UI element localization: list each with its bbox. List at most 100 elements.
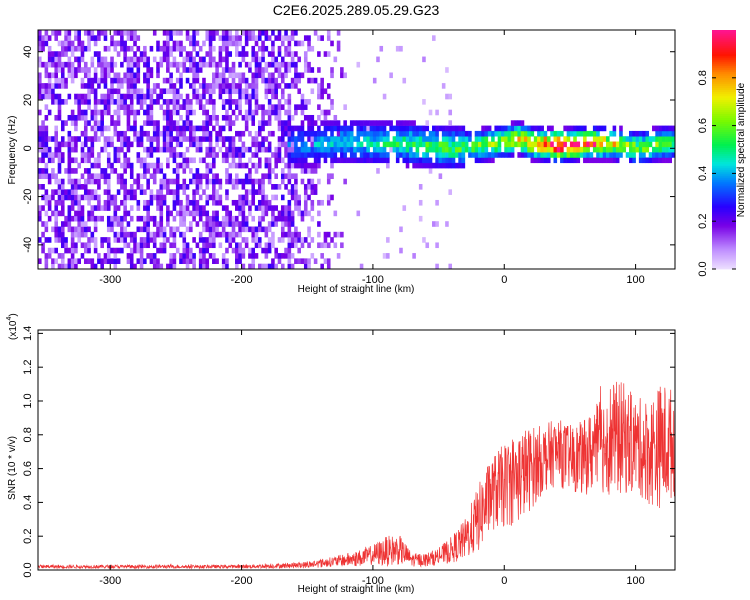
spectrogram-cell — [257, 146, 262, 153]
spectrogram-cell — [143, 215, 147, 222]
spectrogram-cell — [208, 242, 213, 249]
spectrogram-cell — [156, 120, 160, 126]
spectrogram-cell — [110, 215, 114, 222]
spectrogram-cell — [297, 104, 301, 110]
spectrogram-cell — [326, 178, 331, 185]
spectrogram-cell — [87, 77, 91, 84]
spectrogram-cell — [44, 30, 49, 36]
spectrogram-cell — [175, 152, 180, 158]
spectrogram-cell — [47, 237, 52, 243]
spectrogram-cell — [642, 141, 646, 148]
spectrogram-cell — [106, 189, 111, 195]
colorbar-swatch — [712, 153, 736, 156]
spectrogram-cell — [405, 136, 410, 142]
spectrogram-cell — [254, 141, 259, 148]
spectrogram-cell — [244, 221, 249, 227]
spectrogram-cell — [126, 141, 131, 148]
spectrogram-cell — [156, 226, 160, 233]
spectrogram-cell — [658, 141, 663, 148]
spectrogram-y-tick-label: -20 — [22, 189, 34, 205]
spectrogram-cell — [658, 152, 663, 158]
spectrogram-cell — [366, 141, 370, 148]
spectrogram-cell — [156, 205, 160, 211]
spectrogram-cell — [156, 168, 160, 174]
spectrogram-cell — [159, 215, 164, 222]
spectrogram-cell — [126, 109, 131, 116]
spectrogram-cell — [41, 194, 45, 201]
spectrogram-cell — [251, 247, 256, 254]
spectrogram-cell — [93, 40, 98, 47]
spectrogram-cell — [192, 215, 196, 222]
spectrogram-cell — [254, 67, 259, 73]
spectrogram-cell — [208, 114, 213, 121]
spectrogram-cell — [494, 152, 498, 158]
spectrogram-cell — [87, 40, 91, 47]
spectrogram-cell — [228, 104, 233, 110]
spectrogram-cell — [280, 237, 285, 243]
spectrogram-cell — [143, 61, 147, 68]
spectrogram-cell — [54, 99, 58, 105]
spectrogram-cell — [74, 72, 78, 79]
spectrogram-cell — [110, 168, 114, 174]
spectrogram-cell — [149, 258, 154, 264]
spectrogram-cell — [208, 152, 213, 158]
spectrogram-cell — [474, 136, 479, 142]
spectrogram-cell — [202, 221, 206, 227]
spectrogram-cell — [179, 104, 183, 110]
spectrogram-cell — [363, 146, 367, 153]
spectrogram-cell — [228, 72, 233, 79]
spectrogram-cell — [251, 258, 256, 264]
spectrogram-cell — [120, 93, 124, 100]
spectrogram-cell — [267, 88, 272, 95]
spectrogram-cell — [57, 83, 62, 89]
spectrogram-cell — [303, 99, 308, 105]
spectrogram-cell — [133, 120, 137, 126]
spectrogram-cell — [136, 242, 141, 249]
spectrogram-cell — [41, 146, 45, 153]
spectrogram-cell — [70, 178, 75, 185]
spectrogram-cell — [106, 184, 111, 190]
spectrogram-cell — [619, 125, 623, 132]
spectrogram-cell — [212, 109, 216, 116]
spectrogram-cell — [448, 157, 453, 164]
spectrogram-cell — [494, 130, 498, 137]
spectrogram-cell — [212, 221, 216, 227]
spectrogram-cell — [182, 45, 187, 52]
spectrogram-cell — [382, 130, 387, 137]
spectrogram-cell — [208, 168, 213, 174]
spectrogram-cell — [129, 141, 134, 148]
spectrogram-cell — [592, 130, 597, 137]
spectrogram-cell — [428, 146, 433, 153]
spectrogram-cell — [303, 141, 308, 148]
spectrogram-cell — [215, 210, 219, 217]
spectrogram-cell — [497, 141, 502, 148]
spectrogram-cell — [87, 152, 91, 158]
spectrogram-cell — [182, 215, 187, 222]
spectrogram-cell — [461, 141, 466, 148]
spectrogram-cell — [90, 231, 95, 238]
spectrogram-cell — [189, 199, 193, 206]
spectrogram-cell — [372, 157, 377, 164]
colorbar-swatch — [712, 249, 736, 252]
spectrogram-cell — [159, 130, 164, 137]
spectrogram-cell — [106, 152, 111, 158]
spectrogram-cell — [44, 130, 49, 137]
spectrogram-cell — [235, 35, 239, 41]
spectrogram-cell — [146, 146, 150, 153]
colorbar-ticks: 0.00.20.40.60.8 — [697, 70, 736, 277]
spectrogram-cell — [149, 189, 154, 195]
spectrogram-cell — [208, 30, 213, 36]
spectrogram-cell — [546, 157, 551, 164]
spectrogram-cell — [54, 173, 58, 180]
spectrogram-cell — [261, 215, 265, 222]
spectrogram-cell — [238, 130, 242, 137]
spectrogram-cell — [300, 237, 305, 243]
spectrogram-cell — [44, 141, 49, 148]
spectrogram-cell — [212, 157, 216, 164]
spectrogram-cell — [208, 194, 213, 201]
spectrogram-cell — [622, 146, 627, 153]
spectrogram-cell — [162, 237, 167, 243]
spectrogram-cell — [244, 125, 249, 132]
colorbar-swatch — [712, 169, 736, 172]
spectrogram-cell — [80, 221, 85, 227]
